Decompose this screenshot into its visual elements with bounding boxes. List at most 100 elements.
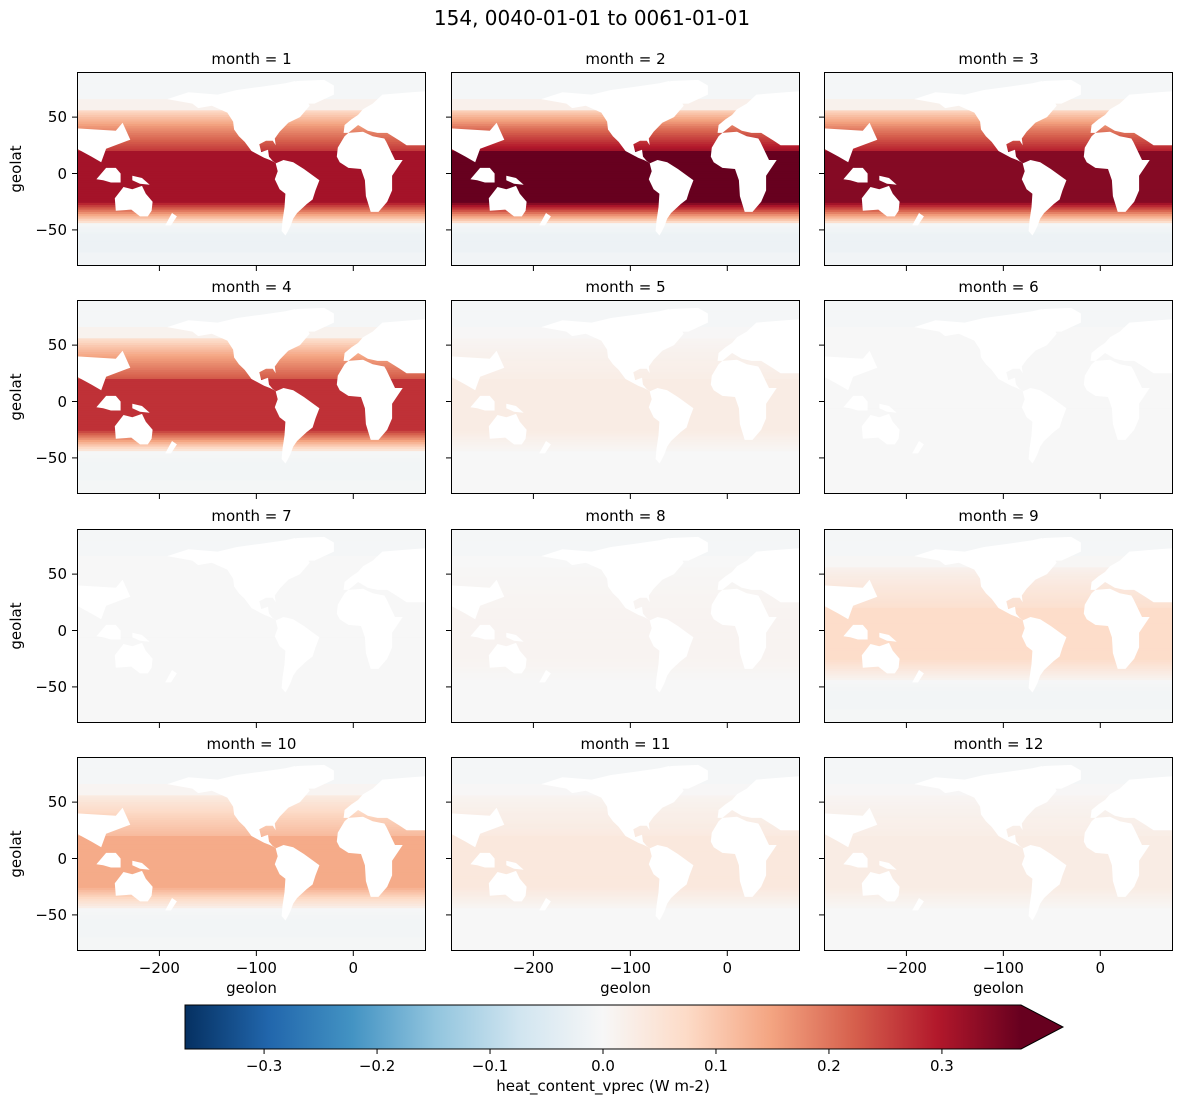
heat-band xyxy=(824,184,1173,188)
panel-month-7 xyxy=(72,529,426,728)
heat-band xyxy=(451,689,800,693)
heat-band xyxy=(451,74,800,78)
panel-frame xyxy=(824,300,1173,494)
land-newGuinea xyxy=(506,632,524,642)
heat-band xyxy=(451,542,800,546)
land-southAmerica xyxy=(274,388,320,464)
heat-band xyxy=(824,867,1173,871)
land-northAmerica xyxy=(914,309,1057,392)
heat-band xyxy=(824,770,1173,774)
heat-band xyxy=(451,666,800,670)
heat-band xyxy=(824,439,1173,443)
antarctic-margin xyxy=(77,709,426,723)
heat-band xyxy=(824,153,1173,157)
x-axis-label: geolon xyxy=(600,979,651,997)
land-newZealand xyxy=(539,213,551,226)
heat-band xyxy=(824,847,1173,851)
land-eurasiaWest xyxy=(1090,319,1173,374)
heat-band xyxy=(77,881,426,884)
panel-title-month-12: month = 12 xyxy=(953,735,1044,753)
heat-band xyxy=(451,648,800,652)
heat-band xyxy=(77,919,426,923)
heat-band xyxy=(77,245,426,249)
heat-band xyxy=(77,300,426,303)
heat-band xyxy=(451,403,800,407)
xtick-label: 0 xyxy=(348,959,359,977)
heat-band xyxy=(451,207,800,211)
heat-band xyxy=(824,169,1173,172)
heat-band xyxy=(824,914,1173,918)
heat-band xyxy=(451,218,800,222)
heat-band xyxy=(824,300,1173,303)
heat-band xyxy=(451,646,800,650)
heat-band xyxy=(824,234,1173,238)
heat-band xyxy=(451,302,800,306)
heat-band xyxy=(77,247,426,251)
heat-band xyxy=(824,426,1173,430)
heat-band xyxy=(824,421,1173,425)
heat-band xyxy=(77,218,426,222)
panel-frame xyxy=(77,529,426,723)
land-newZealand xyxy=(539,670,551,683)
heat-band xyxy=(451,935,800,939)
heat-band xyxy=(77,243,426,247)
heat-band xyxy=(451,858,800,862)
heat-band xyxy=(824,442,1173,445)
land-newZealand xyxy=(165,898,177,911)
heat-band xyxy=(77,196,426,199)
ytick-label: 50 xyxy=(47,336,67,355)
heat-band xyxy=(77,191,426,195)
land-africa xyxy=(1083,588,1150,669)
heat-band xyxy=(451,869,800,873)
heat-band xyxy=(824,417,1173,421)
panel-month-5 xyxy=(446,300,800,499)
heat-band xyxy=(451,383,800,387)
heat-band xyxy=(824,175,1173,179)
ytick-label: 0 xyxy=(57,849,67,868)
heat-band xyxy=(451,607,800,611)
heat-band xyxy=(451,313,800,317)
heat-band xyxy=(451,428,800,432)
heat-band xyxy=(451,196,800,199)
heat-band xyxy=(451,763,800,767)
land-newGuinea xyxy=(132,175,150,185)
heat-band xyxy=(77,662,426,665)
heat-band xyxy=(824,935,1173,939)
heat-band xyxy=(824,180,1173,184)
land-maritime xyxy=(843,167,868,183)
heat-band xyxy=(77,419,426,423)
antarctic-margin xyxy=(451,480,800,494)
heat-band xyxy=(824,412,1173,416)
xtick-label: −100 xyxy=(982,959,1024,977)
heat-band xyxy=(451,426,800,430)
heat-band xyxy=(451,478,800,482)
land-maritime xyxy=(96,167,121,183)
land-australia xyxy=(488,185,527,217)
heat-band xyxy=(77,381,426,385)
heat-band xyxy=(77,869,426,873)
heat-band xyxy=(451,890,800,893)
heat-band xyxy=(77,428,426,432)
heat-band xyxy=(77,399,426,403)
heat-band xyxy=(77,421,426,425)
heat-band xyxy=(824,533,1173,537)
heat-band xyxy=(451,234,800,238)
heat-band xyxy=(77,768,426,772)
heat-band xyxy=(824,890,1173,893)
land-southAmerica xyxy=(648,160,694,236)
heat-band xyxy=(451,247,800,251)
heat-band xyxy=(824,466,1173,470)
heat-band xyxy=(824,311,1173,315)
heat-band xyxy=(824,437,1173,441)
land-maritime xyxy=(96,852,121,868)
panel-title-month-1: month = 1 xyxy=(211,50,292,68)
heat-band xyxy=(824,671,1173,674)
land-maritime xyxy=(470,852,495,868)
heat-band xyxy=(77,923,426,927)
heat-band xyxy=(77,241,426,245)
heat-band xyxy=(77,637,426,641)
heat-band xyxy=(451,680,800,683)
heat-band xyxy=(77,664,426,668)
heat-band xyxy=(77,639,426,643)
xtick-label: 0 xyxy=(722,959,733,977)
